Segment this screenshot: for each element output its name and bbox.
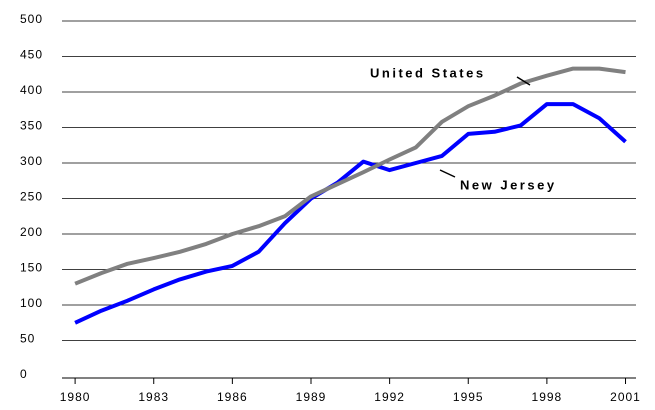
y-tick-label: 300 — [20, 154, 43, 168]
series-line — [74, 66, 626, 286]
series-label: New Jersey — [460, 177, 557, 192]
x-tick-label: 1992 — [374, 390, 405, 404]
x-tick-label: 1989 — [296, 390, 327, 404]
y-tick-label: 50 — [20, 332, 35, 346]
y-tick-label: 400 — [20, 83, 43, 97]
x-tick-label: 1983 — [138, 390, 169, 404]
series-line — [74, 102, 627, 325]
annotation-pointer — [439, 169, 456, 178]
y-tick-label: 450 — [20, 48, 43, 62]
x-tick-label: 1980 — [60, 390, 91, 404]
y-tick-label: 0 — [20, 367, 28, 381]
y-tick-label: 200 — [20, 225, 43, 239]
y-tick-label: 350 — [20, 119, 43, 133]
y-tick-label: 250 — [20, 190, 43, 204]
x-tick-label: 2001 — [610, 390, 641, 404]
x-tick-label: 1998 — [532, 390, 563, 404]
annotation-pointer — [516, 76, 531, 86]
y-tick-label: 100 — [20, 296, 43, 310]
x-tick-label: 1995 — [453, 390, 484, 404]
x-tick-label: 1986 — [217, 390, 248, 404]
y-tick-label: 500 — [20, 12, 43, 26]
y-tick-label: 150 — [20, 261, 43, 275]
series-label: United States — [370, 65, 486, 80]
